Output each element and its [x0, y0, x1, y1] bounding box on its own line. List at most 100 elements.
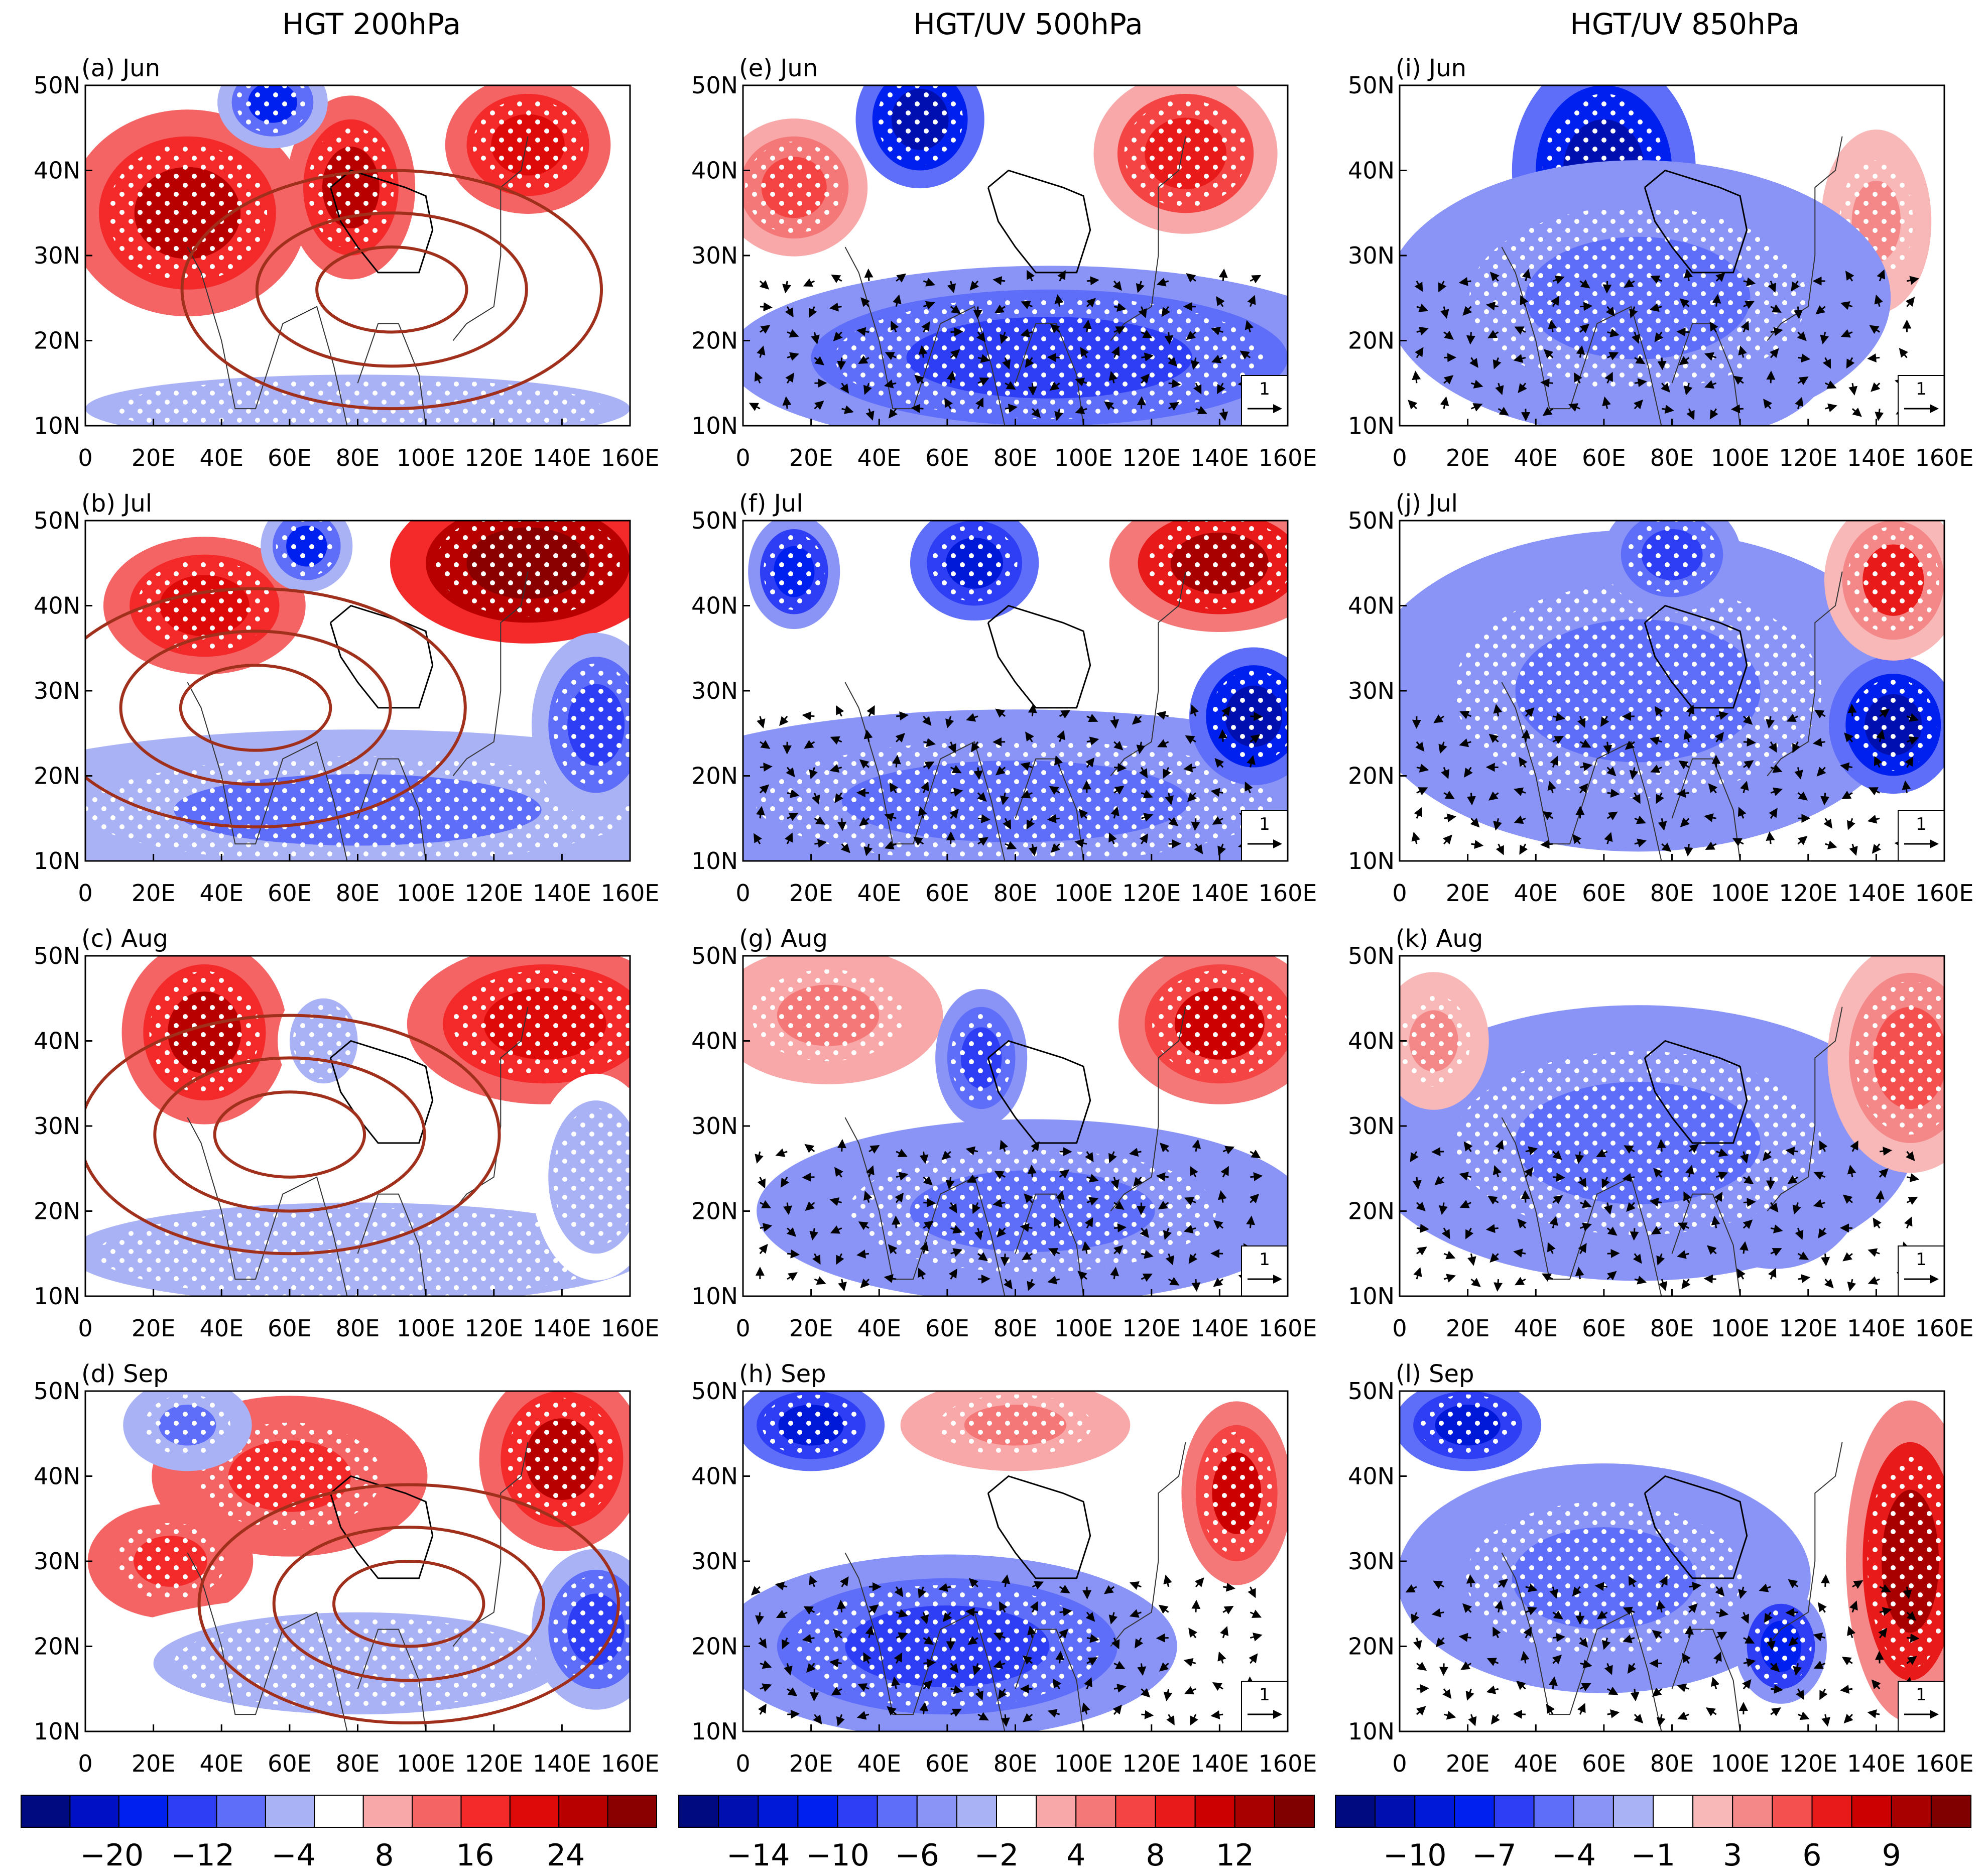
panel-label: (l) Sep	[1396, 1360, 1474, 1388]
significance-dots	[1469, 206, 1806, 390]
x-tick-label: 0	[1392, 880, 1407, 907]
y-tick-label: 50N	[691, 507, 738, 534]
x-tick-label: 60E	[268, 444, 312, 471]
colorbar-swatch	[1036, 1795, 1076, 1827]
x-tick-label: 140E	[533, 444, 591, 471]
x-tick-label: 120E	[1779, 1315, 1837, 1342]
y-tick-label: 40N	[1348, 157, 1395, 184]
x-tick-label: 80E	[993, 1750, 1038, 1777]
x-tick-label: 160E	[1259, 444, 1317, 471]
colorbar-swatch	[168, 1795, 216, 1827]
significance-dots	[473, 99, 583, 191]
significance-dots	[1200, 1432, 1273, 1554]
significance-dots	[553, 1108, 639, 1246]
x-tick-label: 40E	[1514, 1315, 1558, 1342]
x-tick-label: 80E	[336, 444, 380, 471]
x-tick-label: 140E	[1190, 444, 1249, 471]
colorbar-swatch	[1115, 1795, 1155, 1827]
significance-dots	[762, 1395, 860, 1456]
colorbar-tick-label: −12	[171, 1838, 234, 1871]
colorbar-swatch	[363, 1795, 412, 1827]
x-tick-label: 40E	[857, 880, 901, 907]
y-tick-label: 50N	[1348, 1378, 1395, 1405]
y-tick-label: 10N	[34, 1718, 80, 1745]
y-tick-label: 10N	[1348, 847, 1395, 874]
colorbar-swatch	[412, 1795, 461, 1827]
panel-label: (g) Aug	[739, 925, 828, 953]
x-tick-label: 140E	[533, 880, 591, 907]
x-tick-label: 140E	[1190, 880, 1249, 907]
x-tick-label: 160E	[1259, 1750, 1317, 1777]
colorbar-swatch	[1415, 1795, 1454, 1827]
reference-vector: 1	[1241, 811, 1288, 861]
x-tick-label: 20E	[132, 1750, 176, 1777]
reference-vector-label: 1	[1259, 814, 1270, 834]
significance-dots	[1850, 679, 1936, 771]
y-tick-label: 20N	[1348, 1633, 1395, 1660]
significance-dots	[507, 1398, 617, 1521]
colorbar-swatch	[1156, 1795, 1195, 1827]
y-tick-label: 10N	[691, 847, 738, 874]
x-tick-label: 60E	[1582, 444, 1626, 471]
significance-dots	[1152, 970, 1287, 1078]
reference-vector: 1	[1898, 811, 1944, 861]
significance-dots	[145, 1395, 230, 1456]
x-tick-label: 40E	[199, 1315, 243, 1342]
x-tick-label: 100E	[397, 444, 455, 471]
x-tick-label: 20E	[1446, 880, 1490, 907]
significance-dots	[951, 1012, 1012, 1104]
y-tick-label: 50N	[691, 942, 738, 969]
reference-vector: 1	[1241, 1681, 1288, 1731]
y-tick-label: 50N	[34, 72, 80, 99]
y-tick-label: 50N	[1348, 942, 1395, 969]
colorbar-tick-label: 9	[1882, 1838, 1901, 1871]
x-tick-label: 140E	[1847, 1750, 1906, 1777]
x-tick-label: 80E	[1650, 1750, 1694, 1777]
x-tick-label: 0	[78, 444, 92, 471]
x-tick-label: 100E	[397, 1750, 455, 1777]
significance-dots	[236, 72, 309, 133]
colorbar-swatch	[1892, 1795, 1931, 1827]
x-tick-label: 40E	[857, 444, 901, 471]
x-tick-label: 60E	[925, 444, 969, 471]
y-tick-label: 40N	[691, 1028, 738, 1055]
colorbar-tick-label: 16	[456, 1838, 494, 1871]
reference-vector: 1	[1241, 1246, 1288, 1296]
y-tick-label: 40N	[691, 157, 738, 184]
colorbar-swatch	[1534, 1795, 1574, 1827]
x-tick-label: 80E	[993, 444, 1038, 471]
x-tick-label: 20E	[1446, 1315, 1490, 1342]
y-tick-label: 10N	[691, 1283, 738, 1310]
panel-label: (b) Jul	[81, 489, 152, 518]
y-tick-label: 20N	[1348, 327, 1395, 354]
x-tick-label: 120E	[464, 444, 523, 471]
x-tick-label: 160E	[1915, 1750, 1974, 1777]
significance-dots	[764, 533, 825, 610]
x-tick-label: 0	[735, 1315, 750, 1342]
x-tick-label: 80E	[336, 880, 380, 907]
x-tick-label: 80E	[1650, 880, 1694, 907]
x-tick-label: 160E	[1915, 444, 1974, 471]
y-tick-label: 40N	[1348, 592, 1395, 619]
colorbar-swatch	[718, 1795, 758, 1827]
colorbar-swatch	[70, 1795, 118, 1827]
y-tick-label: 10N	[1348, 1283, 1395, 1310]
column-title-2: HGT/UV 500hPa	[913, 7, 1143, 41]
colorbar-swatch	[917, 1795, 957, 1827]
y-tick-label: 30N	[1348, 677, 1395, 704]
y-tick-label: 10N	[1348, 1718, 1395, 1745]
colorbar-swatch	[119, 1795, 168, 1827]
x-tick-label: 60E	[1582, 1750, 1626, 1777]
x-tick-label: 140E	[1847, 1315, 1906, 1342]
y-tick-label: 50N	[691, 1378, 738, 1405]
significance-dots	[553, 1576, 639, 1683]
colorbar-swatch	[1732, 1795, 1772, 1827]
significance-dots	[112, 378, 603, 439]
x-tick-label: 40E	[1514, 444, 1558, 471]
x-tick-label: 60E	[268, 1315, 312, 1342]
colorbar-swatch	[878, 1795, 917, 1827]
